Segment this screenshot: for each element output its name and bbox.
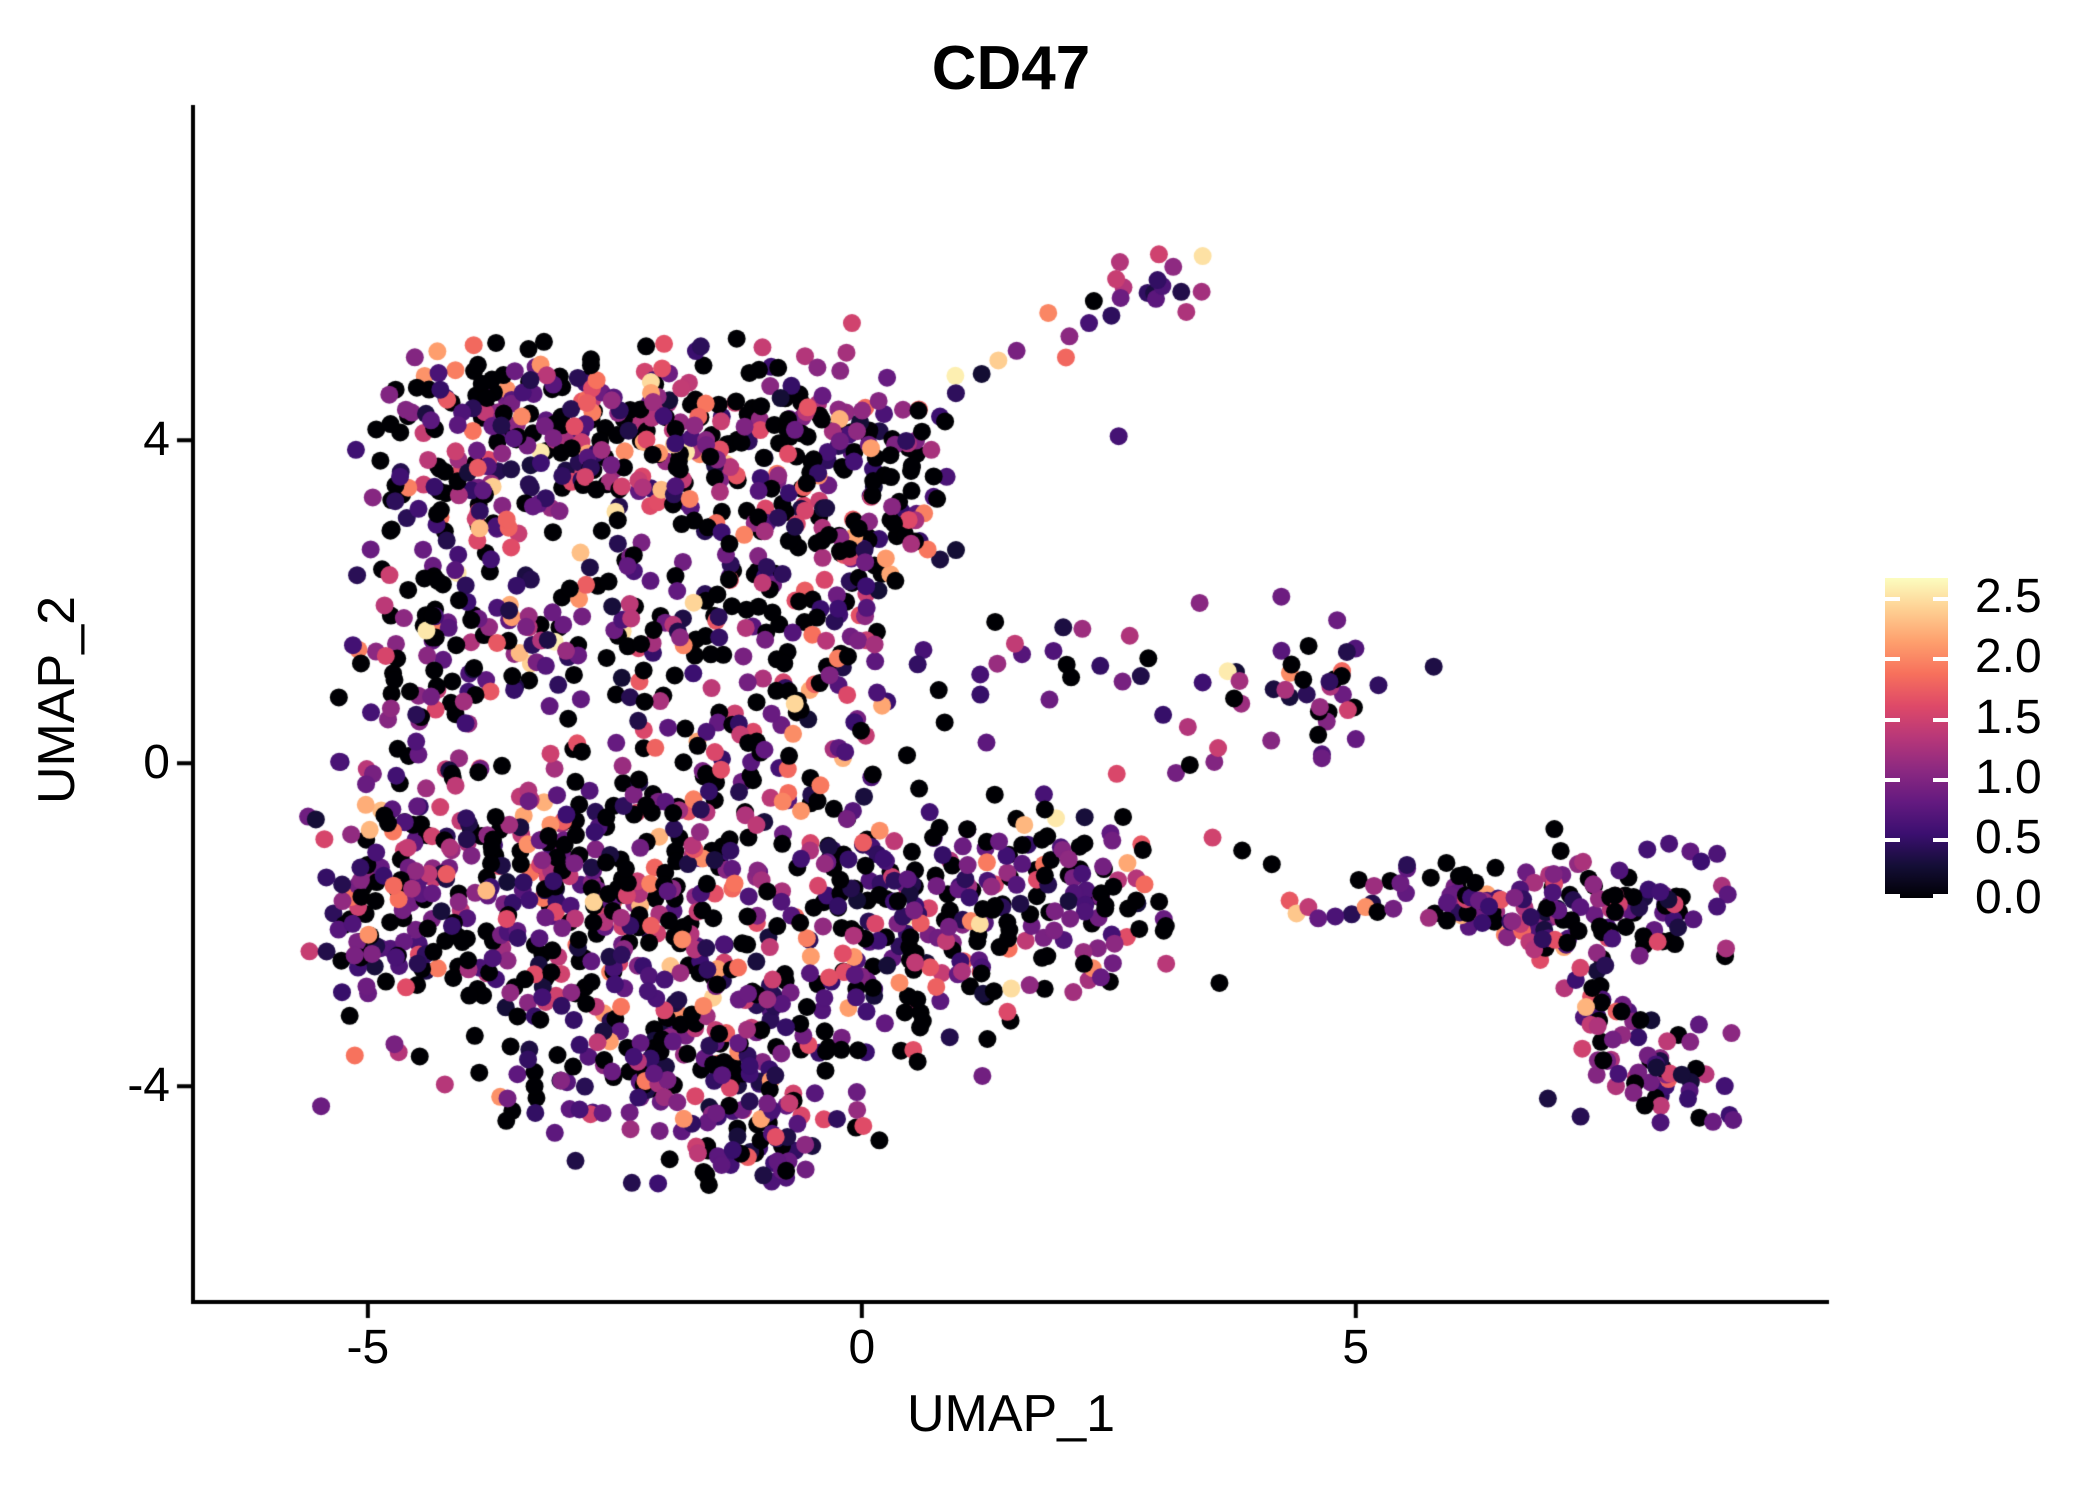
colorbar-tick-label: 0.5 — [1975, 810, 2042, 864]
colorbar-tick-mark — [1885, 597, 1900, 602]
y-tick-label: 0 — [143, 736, 170, 790]
y-tick-label: 4 — [143, 413, 170, 467]
colorbar-tick-mark — [1885, 894, 1900, 898]
x-axis-label: UMAP_1 — [906, 1385, 1116, 1443]
colorbar-tick-mark — [1933, 777, 1948, 782]
colorbar-tick-mark — [1933, 894, 1948, 898]
colorbar-tick-mark — [1885, 717, 1900, 722]
x-tick-label: 0 — [848, 1321, 876, 1374]
colorbar-tick-mark — [1933, 837, 1948, 842]
colorbar-tick-label: 1.5 — [1975, 690, 2042, 744]
colorbar-tick-label: 1.0 — [1975, 750, 2042, 804]
colorbar-tick-mark — [1933, 717, 1948, 722]
x-tick-label: -5 — [346, 1321, 390, 1374]
y-tick-label: -4 — [127, 1059, 170, 1113]
plot-title: CD47 — [931, 34, 1091, 103]
colorbar-tick-mark — [1885, 777, 1900, 782]
colorbar-gradient — [1885, 578, 1948, 898]
colorbar-tick-label: 0.0 — [1975, 871, 2042, 924]
x-tick-label: 5 — [1342, 1321, 1370, 1374]
colorbar-tick-mark — [1933, 657, 1948, 662]
colorbar-tick-label: 2.0 — [1975, 630, 2042, 684]
colorbar-tick-label: 2.5 — [1975, 570, 2042, 624]
colorbar-tick-mark — [1933, 597, 1948, 602]
colorbar-tick-mark — [1885, 657, 1900, 662]
colorbar-tick-mark — [1885, 837, 1900, 842]
